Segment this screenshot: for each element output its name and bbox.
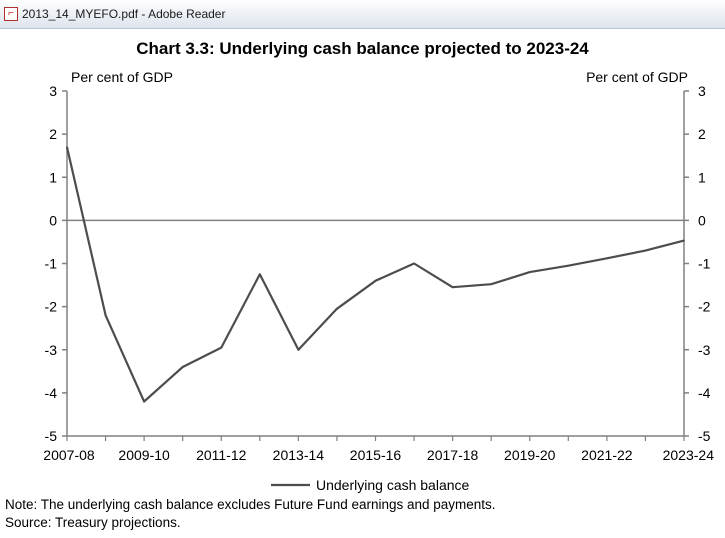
y-tick-label-right: -2	[698, 299, 711, 315]
y-tick-label-right: -1	[698, 256, 711, 272]
data-point	[606, 257, 608, 260]
window-titlebar: ⌐ 2013_14_MYEFO.pdf - Adobe Reader	[0, 0, 725, 29]
y-tick-label-left: 2	[49, 126, 57, 142]
data-point	[336, 307, 338, 310]
data-point	[490, 283, 492, 286]
y-tick-label-left: 3	[49, 83, 57, 99]
x-tick-label: 2009-10	[118, 447, 170, 463]
chart-note: Note: The underlying cash balance exclud…	[5, 497, 496, 512]
data-point	[644, 249, 647, 252]
data-point	[143, 400, 145, 403]
x-tick-label: 2007-08	[43, 447, 95, 463]
y-tick-label-right: 3	[698, 83, 706, 99]
x-tick-label: 2015-16	[350, 447, 402, 463]
data-point	[66, 146, 68, 148]
pdf-document-icon: ⌐	[4, 7, 18, 21]
y-axis-label-left: Per cent of GDP	[71, 69, 173, 85]
y-tick-label-right: -3	[698, 342, 711, 358]
x-tick-label: 2017-18	[427, 447, 479, 463]
window-title: 2013_14_MYEFO.pdf - Adobe Reader	[22, 7, 226, 21]
y-tick-label-right: 1	[698, 169, 706, 185]
data-point	[104, 314, 107, 317]
chart-source: Source: Treasury projections.	[5, 515, 181, 530]
y-tick-label-right: 2	[698, 126, 706, 142]
y-tick-label-right: -4	[698, 385, 711, 401]
x-tick-label: 2019-20	[504, 447, 556, 463]
x-tick-label: 2023-24	[663, 447, 715, 463]
y-tick-label-left: -5	[45, 428, 58, 444]
y-tick-label-left: 0	[49, 212, 57, 228]
data-point	[567, 264, 570, 267]
data-point	[374, 279, 377, 282]
data-point	[297, 348, 300, 351]
data-point	[528, 271, 531, 273]
x-tick-label: 2013-14	[273, 447, 325, 463]
data-point	[181, 366, 184, 368]
y-tick-label-right: -5	[698, 428, 711, 444]
data-point	[259, 273, 261, 276]
y-axis-label-right: Per cent of GDP	[586, 69, 688, 85]
data-point	[683, 239, 685, 242]
x-tick-label: 2011-12	[196, 447, 247, 463]
y-tick-label-left: -4	[45, 385, 58, 401]
data-point	[413, 262, 415, 265]
y-tick-label-left: -3	[45, 342, 58, 358]
x-tick-label: 2021-22	[581, 447, 633, 463]
y-tick-label-left: -2	[45, 299, 58, 315]
y-tick-label-right: 0	[698, 212, 706, 228]
y-tick-label-left: 1	[49, 169, 57, 185]
data-point	[220, 346, 223, 349]
legend-label: Underlying cash balance	[316, 477, 470, 493]
chart-title: Chart 3.3: Underlying cash balance proje…	[136, 39, 589, 58]
series-line	[65, 146, 685, 403]
y-tick-label-left: -1	[45, 256, 58, 272]
data-point	[451, 286, 454, 289]
